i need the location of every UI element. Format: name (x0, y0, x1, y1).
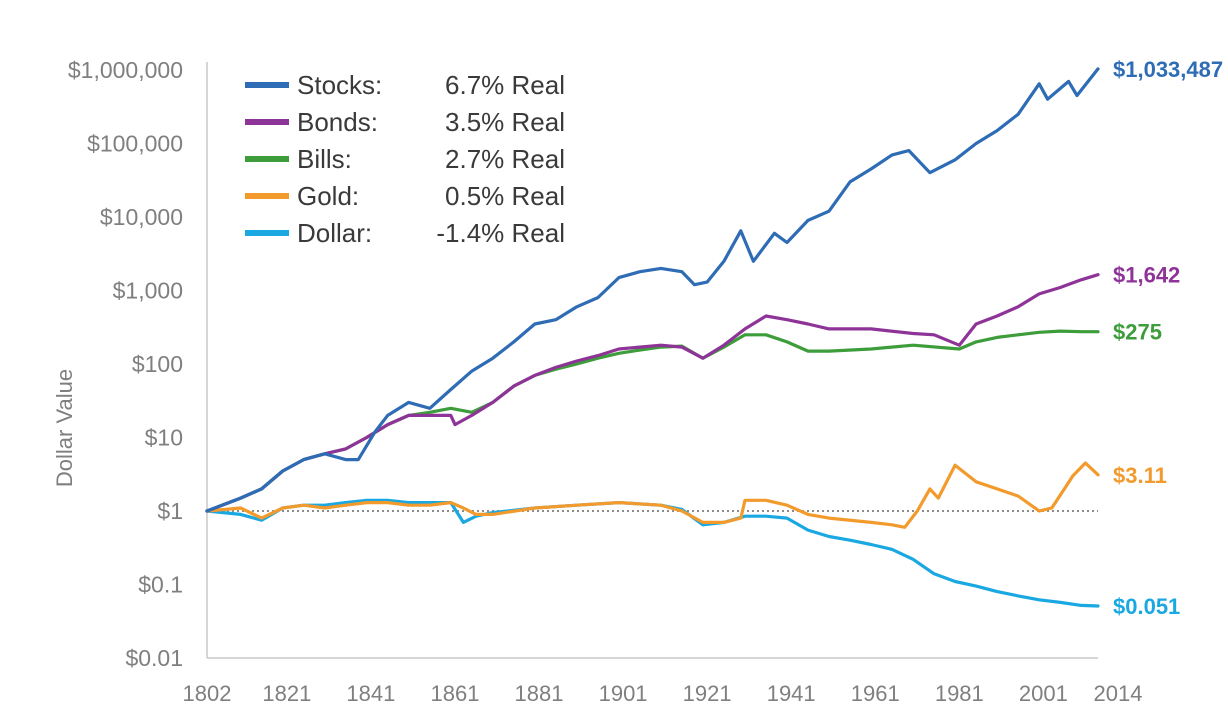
legend-series-name: Dollar: (297, 218, 372, 248)
legend-series-rate: 3.5% Real (445, 107, 565, 137)
legend-series-name: Bonds: (297, 107, 378, 137)
x-tick-label: 1881 (515, 681, 564, 706)
x-tick-label: 1861 (430, 681, 479, 706)
y-tick-label: $1,000,000 (68, 57, 183, 83)
series-line-gold (205, 461, 1100, 529)
y-tick-label: $0.1 (138, 572, 183, 598)
axes (206, 62, 1098, 659)
x-tick-label: 1802 (183, 681, 232, 706)
y-tick-label: $0.01 (125, 645, 183, 671)
end-value-label: $1,642 (1113, 263, 1180, 288)
y-tick-labels: $0.01 $0.1 $1 $10 $100 $1,000 $10,000 $100,000 $… (68, 57, 183, 671)
y-tick-label: $10,000 (100, 204, 183, 230)
end-value-label: $275 (1113, 320, 1162, 345)
x-tick-label: 1901 (599, 681, 648, 706)
legend-series-name: Stocks: (297, 70, 382, 100)
end-value-label: $3.11 (1113, 463, 1167, 488)
y-tick-label: $10 (145, 425, 183, 451)
y-tick-label: $100 (132, 351, 183, 377)
legend-series-name: Bills: (297, 144, 352, 174)
end-value-label: $0.051 (1113, 594, 1180, 619)
series-line-stocks (205, 67, 1100, 513)
x-tick-label: 1821 (262, 681, 311, 706)
end-labels: $1,033,487 $1,642 $275 $3.11 $0.051 (1113, 57, 1223, 619)
legend-series-rate: 6.7% Real (445, 70, 565, 100)
legend-series-name: Gold: (297, 181, 359, 211)
x-tick-label: 1961 (851, 681, 900, 706)
legend: Stocks: 6.7% Real Bonds: 3.5% Real Bills: 2.7… (245, 70, 565, 248)
x-tick-label: 2014 (1094, 681, 1143, 706)
legend-series-rate: 0.5% Real (445, 181, 565, 211)
x-tick-label: 1841 (346, 681, 395, 706)
end-value-label: $1,033,487 (1113, 57, 1223, 82)
y-tick-label: $1,000 (113, 278, 183, 304)
legend-series-rate: 2.7% Real (445, 144, 565, 174)
series-lines (205, 67, 1100, 608)
x-tick-labels: 1802 1821 1841 1861 1881 1901 1921 1941 1961 1981… (183, 681, 1143, 706)
legend-series-rate: -1.4% Real (436, 218, 565, 248)
y-axis-label: Dollar Value (52, 369, 77, 487)
y-tick-label: $1 (157, 498, 183, 524)
x-tick-label: 1941 (767, 681, 816, 706)
x-tick-label: 2001 (1019, 681, 1068, 706)
x-tick-label: 1921 (683, 681, 732, 706)
series-line-bonds (205, 273, 1100, 513)
y-tick-label: $100,000 (87, 131, 183, 157)
x-tick-label: 1981 (935, 681, 984, 706)
